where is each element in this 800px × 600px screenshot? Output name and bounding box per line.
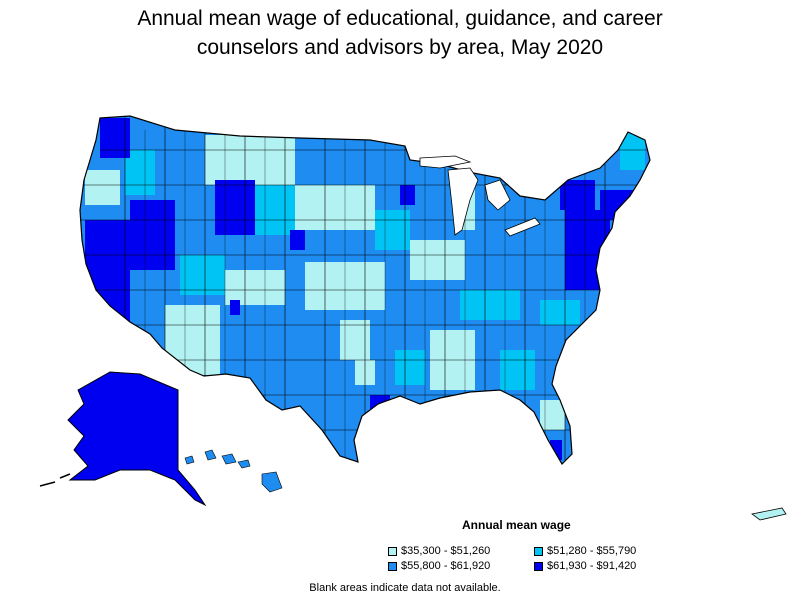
legend-item-3: $55,800 - $61,920 xyxy=(388,560,490,572)
hawaii-island-3 xyxy=(221,453,237,465)
region-colorado-east xyxy=(225,270,285,305)
map-title-line-1: Annual mean wage of educational, guidanc… xyxy=(137,7,663,30)
legend-label-1: $35,300 - $51,260 xyxy=(401,545,491,557)
region-nevada xyxy=(130,200,175,270)
region-seattle xyxy=(100,118,130,158)
legend-label-2: $51,280 - $55,790 xyxy=(547,545,637,557)
region-georgia xyxy=(500,350,535,390)
legend-item-2: $51,280 - $55,790 xyxy=(534,545,636,557)
hawaii-island-2 xyxy=(204,449,217,461)
region-nebraska-west xyxy=(290,230,305,250)
region-kentucky-tennessee xyxy=(460,290,520,320)
region-south-dakota xyxy=(295,185,375,230)
region-iowa xyxy=(375,210,410,250)
region-wyoming-east xyxy=(255,185,295,235)
lake-huron xyxy=(484,179,511,211)
region-albuquerque xyxy=(230,300,240,315)
region-new-england xyxy=(600,190,640,220)
region-carolinas xyxy=(540,300,580,325)
lake-erie xyxy=(504,217,541,237)
map-title: Annual mean wage of educational, guidanc… xyxy=(0,4,800,62)
region-utah xyxy=(180,255,225,295)
alaska xyxy=(39,371,207,507)
puerto-rico xyxy=(751,507,787,521)
legend-swatch-4 xyxy=(534,561,543,571)
region-louisiana-north xyxy=(395,350,425,385)
data-availability-note: Blank areas indicate data not available. xyxy=(309,582,501,594)
legend-label-3: $55,800 - $61,920 xyxy=(401,560,491,572)
region-california xyxy=(85,220,130,330)
us-outline xyxy=(79,115,651,465)
legend-label-4: $61,930 - $91,420 xyxy=(547,560,637,572)
map-title-line-2: counselors and advisors by area, May 202… xyxy=(196,36,604,59)
region-florida-central xyxy=(540,400,565,430)
region-mid-atlantic xyxy=(565,210,610,290)
lake-superior xyxy=(419,155,472,169)
legend-title: Annual mean wage xyxy=(462,518,571,532)
region-oklahoma xyxy=(340,320,370,360)
aleutian-islands xyxy=(39,473,71,487)
region-south-florida xyxy=(550,440,562,460)
lake-michigan xyxy=(447,167,479,236)
hawaii-big-island xyxy=(261,471,283,493)
region-oregon-coast xyxy=(85,170,120,205)
legend-swatch-1 xyxy=(388,546,397,556)
region-minneapolis xyxy=(400,185,415,205)
hawaii xyxy=(184,449,283,493)
region-wyoming-west xyxy=(215,180,255,235)
hawaii-island-1 xyxy=(184,455,195,465)
legend-item-1: $35,300 - $51,260 xyxy=(388,545,490,557)
region-montana xyxy=(205,135,295,185)
alaska-shape xyxy=(67,371,207,507)
hawaii-island-4 xyxy=(237,459,251,469)
region-arizona xyxy=(165,305,220,375)
region-illinois-south xyxy=(410,240,465,280)
legend-item-4: $61,930 - $91,420 xyxy=(534,560,636,572)
legend-swatch-3 xyxy=(388,561,397,571)
legend-swatch-2 xyxy=(534,546,543,556)
